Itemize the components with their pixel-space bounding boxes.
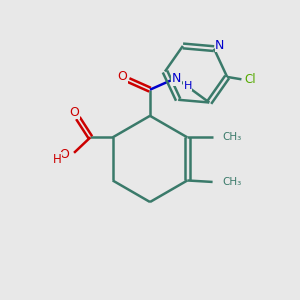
Text: O: O [118,70,128,83]
Text: H: H [184,80,192,91]
Text: H: H [52,153,61,166]
Text: CH₃: CH₃ [222,177,241,187]
Text: O: O [69,106,79,118]
Text: CH₃: CH₃ [222,132,241,142]
Text: N: N [215,39,225,52]
Text: Cl: Cl [244,73,256,86]
Text: N: N [172,72,182,85]
Text: O: O [60,148,70,161]
